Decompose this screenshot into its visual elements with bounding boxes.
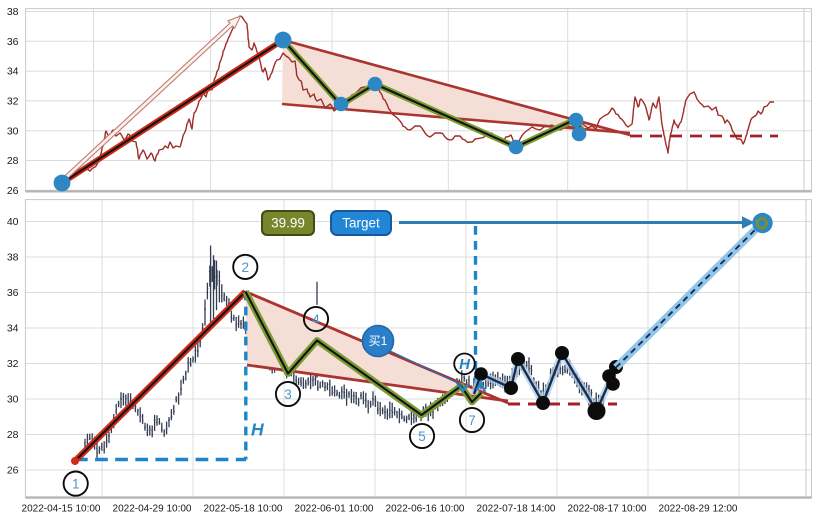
svg-text:7: 7 xyxy=(468,413,476,428)
svg-text:26: 26 xyxy=(7,185,19,197)
svg-text:38: 38 xyxy=(7,252,19,264)
svg-text:2022-06-01 10:00: 2022-06-01 10:00 xyxy=(295,504,374,515)
svg-text:2022-06-16 10:00: 2022-06-16 10:00 xyxy=(386,504,465,515)
svg-text:34: 34 xyxy=(7,66,19,78)
svg-text:36: 36 xyxy=(7,36,19,48)
svg-text:2022-05-18 10:00: 2022-05-18 10:00 xyxy=(204,504,283,515)
svg-text:H: H xyxy=(459,356,471,373)
svg-text:2: 2 xyxy=(242,260,250,275)
svg-text:H: H xyxy=(251,420,264,440)
svg-text:2022-04-29 10:00: 2022-04-29 10:00 xyxy=(113,504,192,515)
svg-text:2022-07-18 14:00: 2022-07-18 14:00 xyxy=(477,504,556,515)
svg-text:Target: Target xyxy=(342,216,380,231)
svg-text:32: 32 xyxy=(7,96,19,108)
svg-text:28: 28 xyxy=(7,155,19,167)
svg-text:30: 30 xyxy=(7,125,19,137)
svg-text:2022-04-15 10:00: 2022-04-15 10:00 xyxy=(22,504,101,515)
svg-text:28: 28 xyxy=(7,429,19,441)
svg-text:32: 32 xyxy=(7,358,19,370)
svg-text:39.99: 39.99 xyxy=(271,216,305,231)
svg-text:4: 4 xyxy=(312,312,320,327)
svg-text:30: 30 xyxy=(7,394,19,406)
svg-text:2022-08-29 12:00: 2022-08-29 12:00 xyxy=(659,504,738,515)
svg-text:38: 38 xyxy=(7,6,19,18)
svg-text:买1: 买1 xyxy=(369,334,388,348)
svg-text:3: 3 xyxy=(284,387,292,402)
svg-text:26: 26 xyxy=(7,465,19,477)
svg-text:36: 36 xyxy=(7,287,19,299)
svg-text:34: 34 xyxy=(7,323,19,335)
svg-text:40: 40 xyxy=(7,216,19,228)
svg-text:5: 5 xyxy=(418,429,426,444)
svg-text:2022-08-17 10:00: 2022-08-17 10:00 xyxy=(568,504,647,515)
svg-text:1: 1 xyxy=(72,477,80,492)
